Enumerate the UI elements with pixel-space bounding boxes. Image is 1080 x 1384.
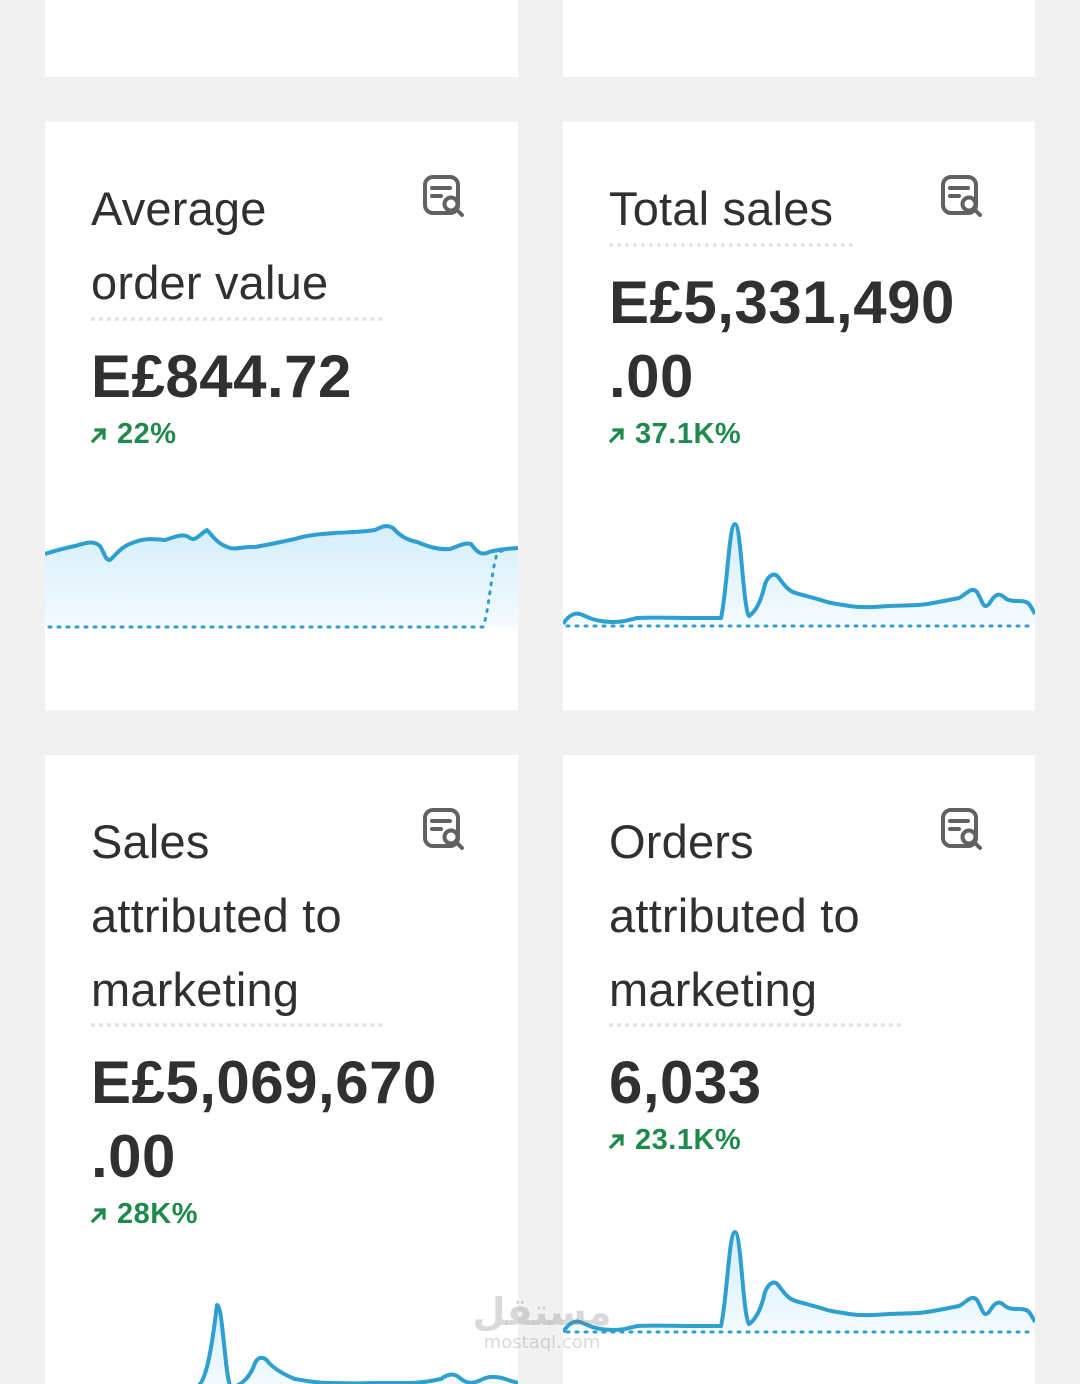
title-dotted-underline xyxy=(91,1023,383,1027)
metric-card-orders-attributed-to-marketing[interactable]: Orders attributed to marketing 6,033 23.… xyxy=(563,755,1035,1384)
sparkline-area xyxy=(563,524,1035,624)
sparkline-chart xyxy=(563,522,1035,628)
metric-title[interactable]: Sales attributed to marketing xyxy=(91,815,342,1016)
metric-value: E£5,069,670 .00 xyxy=(91,1049,437,1190)
metric-change-badge: 28K% xyxy=(89,1198,198,1231)
metric-change-badge: 37.1K% xyxy=(607,418,741,451)
sparkline-chart xyxy=(197,1303,518,1384)
arrow-up-right-icon xyxy=(608,1133,625,1149)
report-search-icon[interactable] xyxy=(940,174,984,218)
title-dotted-underline xyxy=(609,1023,901,1027)
metric-title[interactable]: Total sales xyxy=(609,182,834,235)
sparkline-chart xyxy=(45,524,518,629)
metric-card-average-order-value[interactable]: Average order value E£844.72 22% xyxy=(45,122,518,710)
sparkline-line xyxy=(45,524,518,562)
arrow-up-right-icon xyxy=(608,427,625,443)
metric-card-sales-attributed-to-marketing[interactable]: Sales attributed to marketing E£5,069,67… xyxy=(45,755,518,1384)
sparkline-chart xyxy=(563,1230,1035,1334)
metric-value: E£844.72 xyxy=(91,343,352,410)
report-search-icon[interactable] xyxy=(422,174,466,218)
metric-card-top-left-partial[interactable] xyxy=(45,0,518,77)
watermark: مستقل mostaql.com xyxy=(472,1290,612,1353)
metric-title[interactable]: Average order value xyxy=(91,182,329,309)
comparison-line xyxy=(47,546,518,629)
metric-title[interactable]: Orders attributed to marketing xyxy=(609,815,860,1016)
sparkline-line xyxy=(563,522,1035,626)
metric-card-total-sales[interactable]: Total sales E£5,331,490 .00 37.1K% xyxy=(563,122,1035,710)
arrow-up-right-icon xyxy=(90,427,107,443)
metric-value: E£5,331,490 .00 xyxy=(609,269,955,410)
report-search-icon[interactable] xyxy=(940,807,984,851)
sparkline-area xyxy=(45,526,518,627)
sparkline-line xyxy=(563,1230,1035,1334)
metric-value: 6,033 xyxy=(609,1049,762,1116)
report-search-icon[interactable] xyxy=(422,807,466,851)
title-dotted-underline xyxy=(91,317,383,321)
title-dotted-underline xyxy=(609,243,853,247)
sparkline-area xyxy=(563,1232,1035,1332)
sparkline-area xyxy=(199,1305,518,1384)
arrow-up-right-icon xyxy=(90,1207,107,1223)
metric-card-top-right-partial[interactable] xyxy=(563,0,1035,77)
metric-change-badge: 23.1K% xyxy=(607,1124,741,1157)
metric-change-badge: 22% xyxy=(89,418,177,451)
sparkline-line xyxy=(197,1303,518,1384)
